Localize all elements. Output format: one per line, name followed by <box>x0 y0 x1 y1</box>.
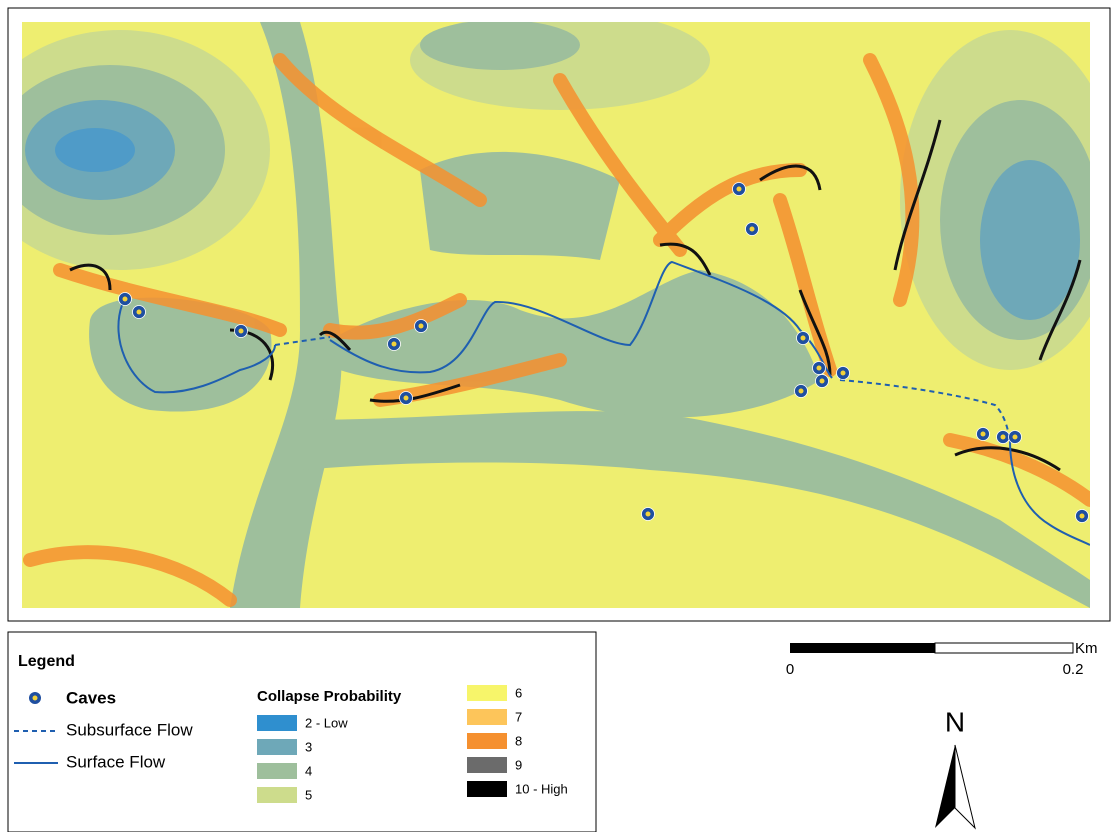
legend-swatch <box>257 763 297 779</box>
scale-bar-black <box>790 643 935 653</box>
north-arrow <box>955 745 975 828</box>
legend-class-label: 7 <box>515 709 522 724</box>
legend-class-label: 6 <box>515 685 522 700</box>
cave-center <box>123 297 128 302</box>
legend-class-label: 4 <box>305 763 312 778</box>
legend-swatch <box>467 781 507 797</box>
scale-start: 0 <box>786 661 794 678</box>
cave-center <box>1080 514 1085 519</box>
cave-center <box>392 342 397 347</box>
cave-center <box>817 366 822 371</box>
cave-center <box>404 396 409 401</box>
cave-center <box>737 187 742 192</box>
cave-center <box>137 310 142 315</box>
cave-center <box>646 512 651 517</box>
legend-class-label: 2 - Low <box>305 715 348 730</box>
terrain <box>55 128 135 172</box>
scale-unit: Km <box>1075 640 1098 657</box>
valley <box>420 152 620 260</box>
legend-subsurface: Subsurface Flow <box>66 720 193 739</box>
north-label: N <box>945 706 965 737</box>
legend-class-label: 8 <box>515 733 522 748</box>
cave-center <box>419 324 424 329</box>
north-arrow <box>935 745 955 828</box>
page: Legend Caves Subsurface Flow Surface Flo… <box>0 0 1119 832</box>
cave-center <box>799 389 804 394</box>
legend-collapse-title: Collapse Probability <box>257 688 402 705</box>
cave-center <box>820 379 825 384</box>
legend-caves: Caves <box>66 688 116 707</box>
legend-surface: Surface Flow <box>66 752 166 771</box>
legend-class-label: 3 <box>305 739 312 754</box>
legend-swatch <box>257 739 297 755</box>
cave-center <box>1013 435 1018 440</box>
cave-center <box>801 336 806 341</box>
legend-swatch <box>467 709 507 725</box>
legend-swatch <box>467 757 507 773</box>
legend-class-label: 9 <box>515 757 522 772</box>
cave-center <box>750 227 755 232</box>
cave-center <box>1001 435 1006 440</box>
legend-swatch <box>257 787 297 803</box>
terrain <box>980 160 1080 320</box>
cave-center <box>239 329 244 334</box>
legend-swatch <box>467 685 507 701</box>
legend-title: Legend <box>18 653 75 670</box>
map <box>0 10 1119 608</box>
legend-class-label: 5 <box>305 787 312 802</box>
legend-swatch <box>257 715 297 731</box>
legend-cave-icon <box>33 696 38 701</box>
scale-end: 0.2 <box>1063 661 1084 678</box>
scale-bar-white <box>935 643 1073 653</box>
cave-center <box>981 432 986 437</box>
cave-center <box>841 371 846 376</box>
terrain <box>420 20 580 70</box>
legend-swatch <box>467 733 507 749</box>
legend-class-label: 10 - High <box>515 781 568 796</box>
